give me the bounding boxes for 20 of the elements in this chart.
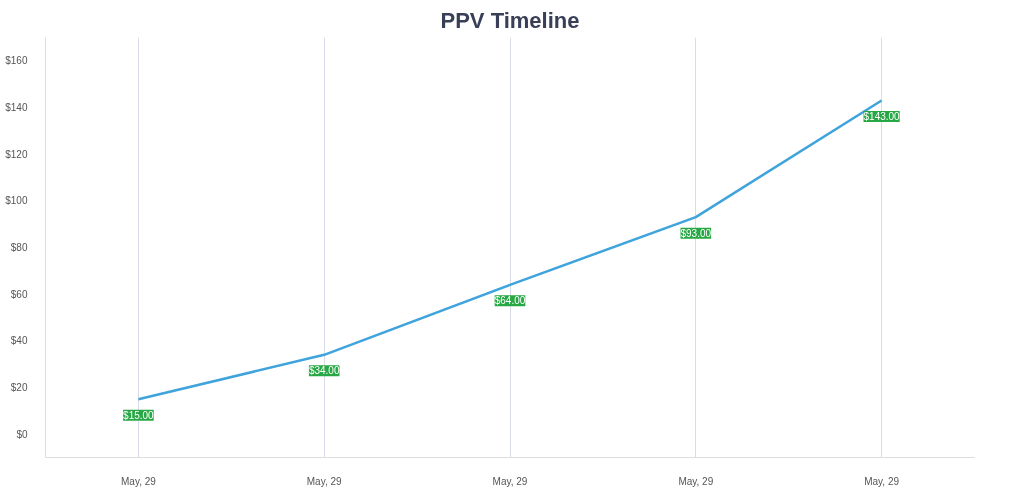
y-tick-label: $60 bbox=[10, 288, 28, 300]
y-tick-label: $20 bbox=[10, 382, 28, 393]
data-label: $15.00 bbox=[123, 409, 155, 421]
y-tick-label: $120 bbox=[5, 148, 28, 160]
x-tick-label: May, 29 bbox=[120, 475, 157, 487]
x-tick-label: May, 29 bbox=[306, 475, 343, 487]
x-tick-label: May, 29 bbox=[678, 475, 714, 487]
y-tick-label: $100 bbox=[5, 195, 28, 207]
y-tick-label: $80 bbox=[10, 242, 28, 253]
data-label: $64.00 bbox=[494, 295, 526, 307]
chart-title: PPV Timeline bbox=[440, 7, 580, 33]
y-tick-label: $140 bbox=[5, 102, 28, 113]
data-label: $34.00 bbox=[308, 365, 340, 377]
data-label: $93.00 bbox=[680, 227, 712, 239]
y-tick-label: $40 bbox=[10, 335, 28, 347]
y-tick-label: $160 bbox=[5, 55, 28, 67]
x-tick-label: May, 29 bbox=[492, 475, 528, 487]
x-tick-label: May, 29 bbox=[864, 475, 900, 487]
data-label: $143.00 bbox=[863, 111, 901, 122]
y-tick-label: $0 bbox=[16, 428, 28, 440]
